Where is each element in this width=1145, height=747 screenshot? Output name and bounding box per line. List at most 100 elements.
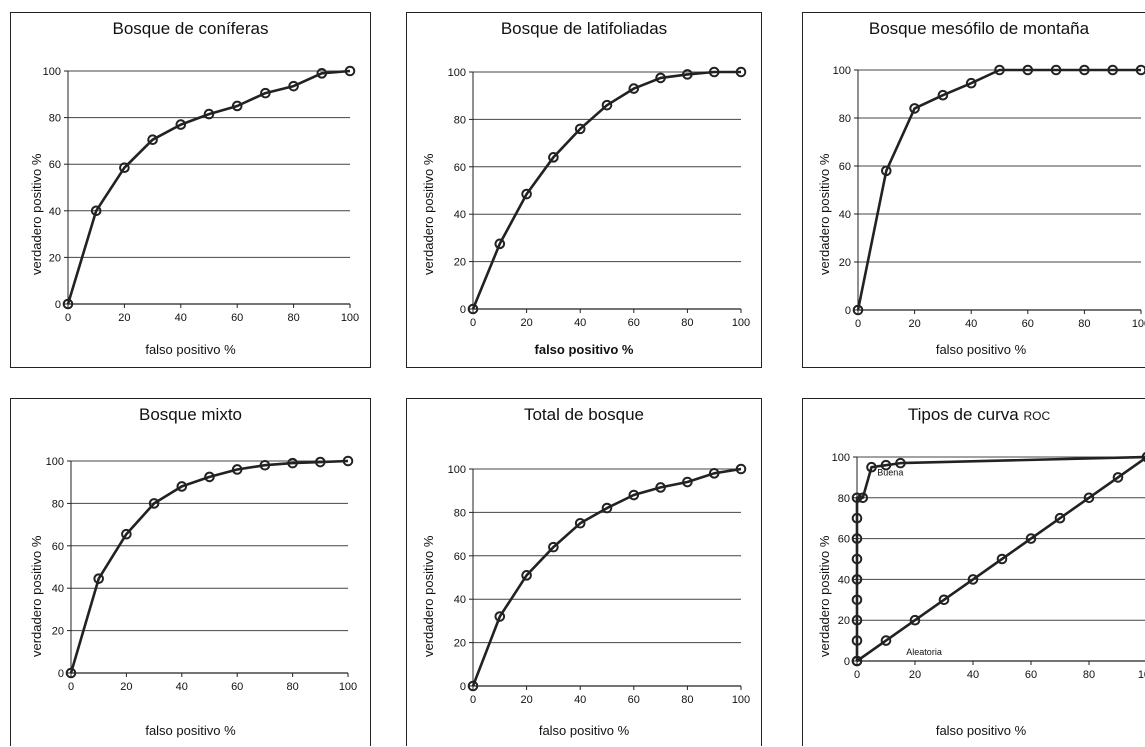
- y-tick-label: 60: [839, 161, 851, 173]
- data-point: [342, 455, 354, 467]
- y-tick-label: 20: [49, 252, 61, 264]
- x-tick-label: 100: [1138, 669, 1145, 681]
- data-point: [996, 553, 1008, 565]
- data-point: [881, 165, 892, 177]
- data-point: [601, 502, 613, 514]
- y-axis-label: verdadero positivo %: [29, 535, 44, 657]
- data-point: [62, 298, 74, 310]
- y-tick-label: 60: [454, 162, 466, 174]
- data-point: [851, 655, 863, 667]
- chart-title: Bosque de latifoliadas: [500, 19, 668, 38]
- y-tick-label: 100: [43, 66, 61, 78]
- x-tick-label: 0: [854, 669, 860, 681]
- chart-svg: 0 20 40 60 80 100 0 20 40 60 80 100: [46, 455, 357, 693]
- series-line: [856, 456, 1145, 663]
- chart-title: Bosque mixto: [139, 405, 242, 424]
- data-point: [121, 528, 132, 540]
- data-point: [521, 570, 532, 581]
- x-tick-label: 60: [231, 312, 243, 324]
- data-point: [90, 205, 102, 217]
- data-point: [467, 303, 479, 315]
- data-point: [574, 123, 586, 135]
- data-point: [866, 461, 877, 473]
- y-tick-label: 80: [839, 113, 851, 125]
- data-point: [316, 68, 328, 79]
- data-point: [851, 553, 863, 565]
- y-tick-label: 0: [844, 656, 850, 668]
- y-tick-label: 20: [839, 257, 851, 269]
- y-tick-label: 0: [460, 681, 466, 693]
- y-axis-label: verdadero positivo %: [421, 153, 436, 275]
- chart-title: Total de bosque: [523, 405, 645, 424]
- y-tick-label: 40: [454, 594, 466, 606]
- chart-panel-latifoliadas: Bosque de latifoliadas 0 20 40 60 80 100 0 20 40…: [406, 12, 762, 368]
- data-point: [521, 188, 532, 200]
- x-tick-label: 60: [1022, 318, 1034, 330]
- data-point: [204, 471, 215, 483]
- data-point: [851, 574, 863, 585]
- x-tick-label: 0: [470, 694, 476, 706]
- data-point: [708, 66, 720, 78]
- chart-svg: 0 20 40 60 80 100 0 20 40 60 80 100: [448, 66, 750, 329]
- x-axis-label: falso positivo %: [534, 342, 634, 357]
- y-tick-label: 0: [460, 304, 466, 316]
- data-point: [176, 481, 188, 492]
- x-axis-label: falso positivo %: [935, 342, 1027, 357]
- y-tick-label: 0: [58, 668, 64, 680]
- data-point: [909, 614, 921, 626]
- data-point: [851, 533, 863, 544]
- data-point: [735, 463, 747, 475]
- data-point: [119, 162, 130, 173]
- data-point: [231, 100, 243, 112]
- x-tick-label: 80: [1078, 318, 1090, 330]
- x-tick-label: 0: [65, 312, 71, 324]
- data-point: [1025, 533, 1037, 544]
- data-point: [288, 80, 299, 92]
- data-point: [851, 614, 863, 626]
- x-tick-label: 60: [628, 694, 640, 706]
- y-axis-label: verdadero positivo %: [817, 535, 832, 657]
- y-tick-label: 80: [454, 507, 466, 519]
- series-line: [471, 467, 742, 687]
- data-point: [1050, 64, 1062, 76]
- chart-title: Bosque mesófilo de montaña: [868, 19, 1090, 38]
- x-tick-label: 20: [120, 681, 132, 693]
- y-tick-label: 0: [845, 305, 851, 317]
- data-point: [682, 476, 693, 488]
- data-point: [655, 72, 666, 84]
- data-point: [494, 611, 506, 622]
- y-axis-label: verdadero positivo %: [29, 153, 44, 275]
- data-point: [1141, 452, 1145, 462]
- x-tick-label: 100: [732, 317, 750, 329]
- data-point: [851, 512, 863, 524]
- chart-svg: 0 20 40 60 80 100 0 20 40 60 80 100: [43, 65, 359, 324]
- data-point: [1022, 64, 1034, 76]
- data-point: [231, 464, 243, 475]
- data-point: [93, 573, 104, 584]
- y-tick-label: 60: [838, 534, 850, 546]
- y-tick-label: 80: [838, 493, 850, 505]
- data-point: [682, 69, 693, 80]
- y-tick-label: 100: [448, 67, 466, 79]
- x-tick-label: 80: [681, 694, 693, 706]
- chart-svg: 0 20 40 60 80 100 0 20 40 60 80 100 Buena Aleatoria: [832, 452, 1145, 681]
- x-tick-label: 0: [470, 317, 476, 329]
- chart-panel-tipos-roc: Tipos de curva ROC 0 20 40 60 80 100 0 20 40 60 80…: [802, 398, 1145, 746]
- data-point: [574, 517, 586, 529]
- data-point: [287, 457, 298, 469]
- x-tick-label: 60: [628, 317, 640, 329]
- data-point: [909, 103, 920, 114]
- chart-panel-coniferas: Bosque de coníferas 0 20 40 60 80 100 0 20 40 60 8…: [10, 12, 371, 368]
- x-axis-label: falso positivo %: [145, 723, 236, 738]
- chart-title-main: Tipos de curva: [907, 405, 1019, 424]
- x-tick-label: 40: [574, 317, 586, 329]
- data-point: [628, 489, 640, 501]
- data-point: [937, 89, 949, 101]
- x-tick-label: 80: [681, 317, 693, 329]
- y-tick-label: 20: [52, 626, 64, 638]
- chart-panel-mixto: Bosque mixto 0 20 40 60 80 100 0 20 40 60 80 100 fa…: [10, 398, 371, 746]
- y-tick-label: 100: [46, 456, 64, 468]
- data-point: [852, 304, 864, 316]
- chart-panel-total: Total de bosque 0 20 40 60 80 100 0 20 40 60 80 100…: [406, 398, 762, 746]
- data-point: [655, 482, 666, 493]
